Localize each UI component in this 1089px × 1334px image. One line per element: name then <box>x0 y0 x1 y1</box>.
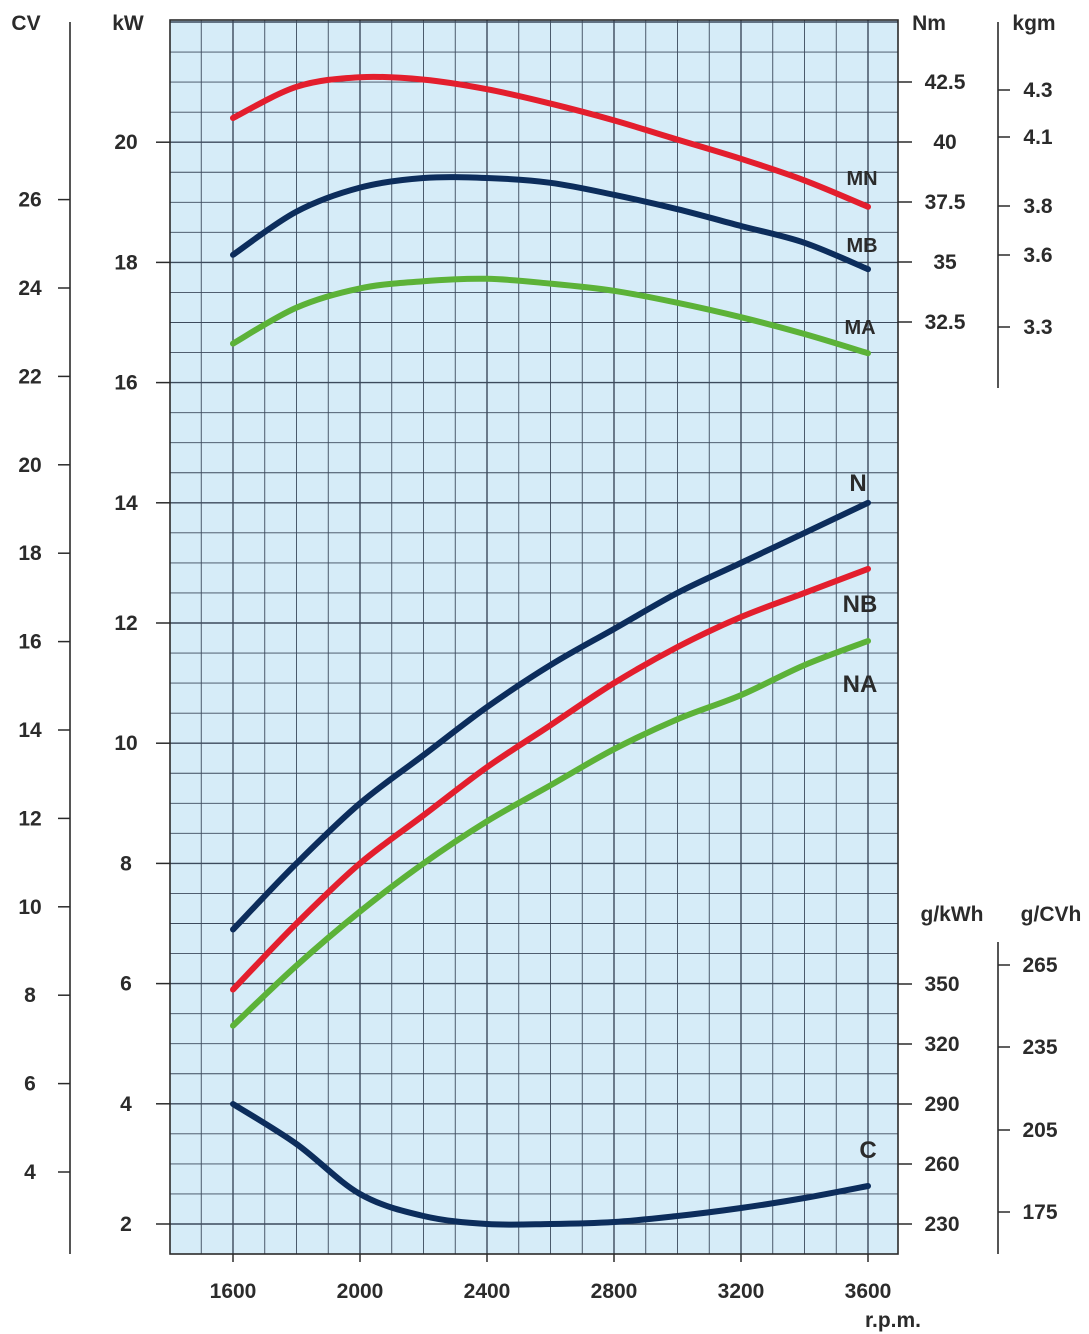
gcvh-axis-unit: g/CVh <box>1021 903 1082 926</box>
grid <box>169 19 899 1255</box>
cv-axis-unit: CV <box>11 12 40 35</box>
series-line-nb <box>230 565 871 993</box>
cv-tick-label: 24 <box>18 277 42 300</box>
series-label-mb: MB <box>846 235 877 257</box>
series-label-na: NA <box>843 671 878 698</box>
cv-tick-label: 26 <box>18 189 41 212</box>
cv-tick-label: 4 <box>24 1161 36 1184</box>
nm-tick-label: 40 <box>933 131 956 154</box>
series-line-na <box>230 638 871 1029</box>
kgm-axis-unit: kgm <box>1012 12 1055 35</box>
kw-tick-label: 14 <box>114 492 138 515</box>
gkwh-tick-label: 260 <box>924 1153 959 1176</box>
kw-tick-label: 18 <box>114 251 138 274</box>
nm-tick-label: 32.5 <box>925 311 966 334</box>
x-tick-label: 2000 <box>337 1280 384 1303</box>
kw-tick-label: 16 <box>114 372 137 395</box>
x-tick-label: 1600 <box>210 1280 257 1303</box>
series-label-ma: MA <box>844 317 875 339</box>
kw-tick-label: 8 <box>120 852 132 875</box>
labels: 1600 2000 2400 2800 3200 3600 r.p.m. CV 4 6 8 10 12 1… <box>11 12 1081 1332</box>
series-label-c: C <box>859 1137 876 1164</box>
cv-tick-label: 16 <box>18 631 41 654</box>
cv-tick-label: 12 <box>18 807 41 830</box>
plot-border <box>169 19 899 1255</box>
nm-tick-label: 35 <box>933 251 957 274</box>
gcvh-tick-label: 265 <box>1022 954 1057 977</box>
series-label-n: N <box>849 470 866 497</box>
x-tick-label: 3600 <box>845 1280 892 1303</box>
kw-tick-label: 4 <box>120 1093 132 1116</box>
axes <box>58 22 1010 1262</box>
x-tick-label: 2800 <box>591 1280 638 1303</box>
nm-tick-label: 42.5 <box>925 71 966 94</box>
cv-tick-label: 6 <box>24 1073 36 1096</box>
cv-tick-label: 14 <box>18 719 42 742</box>
gkwh-tick-label: 290 <box>924 1093 959 1116</box>
kgm-tick-label: 3.8 <box>1023 195 1053 218</box>
gcvh-tick-label: 175 <box>1022 1201 1057 1224</box>
cv-tick-label: 10 <box>18 896 41 919</box>
plot-area <box>170 20 898 1254</box>
kgm-tick-label: 3.6 <box>1023 244 1052 267</box>
cv-tick-label: 22 <box>18 365 41 388</box>
series-line-mb <box>230 174 871 273</box>
series-line-ma <box>230 275 871 357</box>
x-tick-label: 2400 <box>464 1280 511 1303</box>
kgm-tick-label: 4.3 <box>1023 79 1052 102</box>
gkwh-tick-label: 320 <box>924 1033 959 1056</box>
kw-axis-unit: kW <box>112 12 144 35</box>
kgm-tick-label: 3.3 <box>1023 316 1052 339</box>
kw-tick-label: 10 <box>114 732 137 755</box>
nm-axis-unit: Nm <box>912 12 946 35</box>
kw-tick-label: 12 <box>114 612 137 635</box>
kgm-tick-label: 4.1 <box>1023 126 1053 149</box>
cv-tick-label: 18 <box>18 542 42 565</box>
x-axis-label: r.p.m. <box>865 1309 921 1332</box>
cv-tick-label: 8 <box>24 984 36 1007</box>
series-label-nb: NB <box>843 591 878 618</box>
kw-tick-label: 6 <box>120 973 132 996</box>
plot-background <box>170 20 898 1254</box>
series-line-c <box>230 1101 871 1228</box>
gcvh-tick-label: 205 <box>1022 1119 1057 1142</box>
gkwh-tick-label: 230 <box>924 1213 959 1236</box>
series-lines <box>230 73 871 1228</box>
gcvh-tick-label: 235 <box>1022 1036 1057 1059</box>
nm-tick-label: 37.5 <box>925 191 966 214</box>
gkwh-axis-unit: g/kWh <box>921 903 984 926</box>
series-line-mn <box>230 73 871 210</box>
series-line-n <box>230 499 871 933</box>
kw-tick-label: 2 <box>120 1213 132 1236</box>
kw-tick-label: 20 <box>114 131 137 154</box>
cv-tick-label: 20 <box>18 454 41 477</box>
gkwh-tick-label: 350 <box>924 973 959 996</box>
series-label-mn: MN <box>846 168 877 190</box>
x-tick-label: 3200 <box>718 1280 765 1303</box>
